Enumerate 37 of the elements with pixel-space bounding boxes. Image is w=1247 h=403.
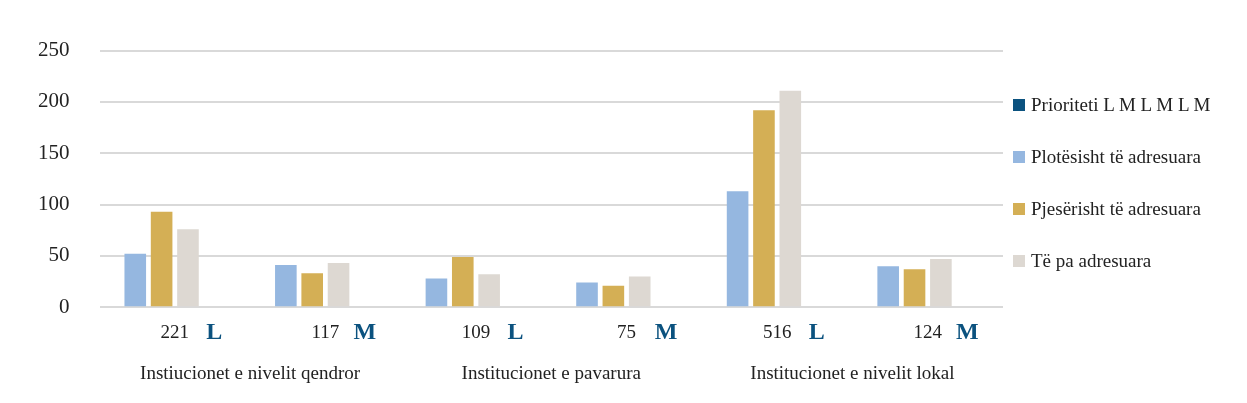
data-label: M [654, 318, 678, 345]
bar [451, 256, 474, 307]
legend-label: Plotësisht të adresuara [1031, 146, 1201, 168]
y-tick-label: 0 [59, 293, 70, 318]
text: Instiucionet e nivelit qendror [140, 361, 361, 383]
data-label: M [955, 318, 979, 345]
bar [602, 285, 625, 307]
x-tick-label: 516 [762, 320, 792, 342]
legend-label: Të pa adresuara [1031, 250, 1152, 272]
data-label: L [507, 318, 524, 345]
x-tick-label: 117 [311, 320, 340, 342]
y-tick-label: 100 [38, 191, 70, 216]
bar [903, 269, 926, 307]
y-tick-label: 250 [38, 37, 70, 62]
x-tick-label: 124 [913, 320, 943, 342]
bar [753, 110, 775, 307]
bar [124, 253, 147, 307]
bar [877, 266, 899, 307]
y-tick-label: 50 [48, 242, 70, 267]
text: Institucionet e nivelit lokal [750, 361, 955, 383]
legend-label: Prioriteti L M L M L M [1031, 94, 1211, 116]
bar [726, 191, 749, 307]
y-tick-label: 200 [38, 88, 70, 113]
data-label: L [808, 318, 825, 345]
x-tick-label: 221 [160, 320, 190, 342]
bar [576, 282, 598, 307]
bar [301, 273, 323, 307]
x-tick-label: 75 [617, 320, 637, 342]
text: Institucionet e pavarura [461, 361, 642, 383]
y-tick-label: 150 [38, 139, 70, 164]
bar [150, 211, 173, 307]
bar [425, 278, 448, 307]
data-label: M [353, 318, 377, 345]
legend-label: Pjesërisht të adresuara [1031, 198, 1201, 220]
x-tick-label: 109 [461, 320, 491, 342]
bar [275, 265, 297, 307]
data-label: L [206, 318, 223, 345]
